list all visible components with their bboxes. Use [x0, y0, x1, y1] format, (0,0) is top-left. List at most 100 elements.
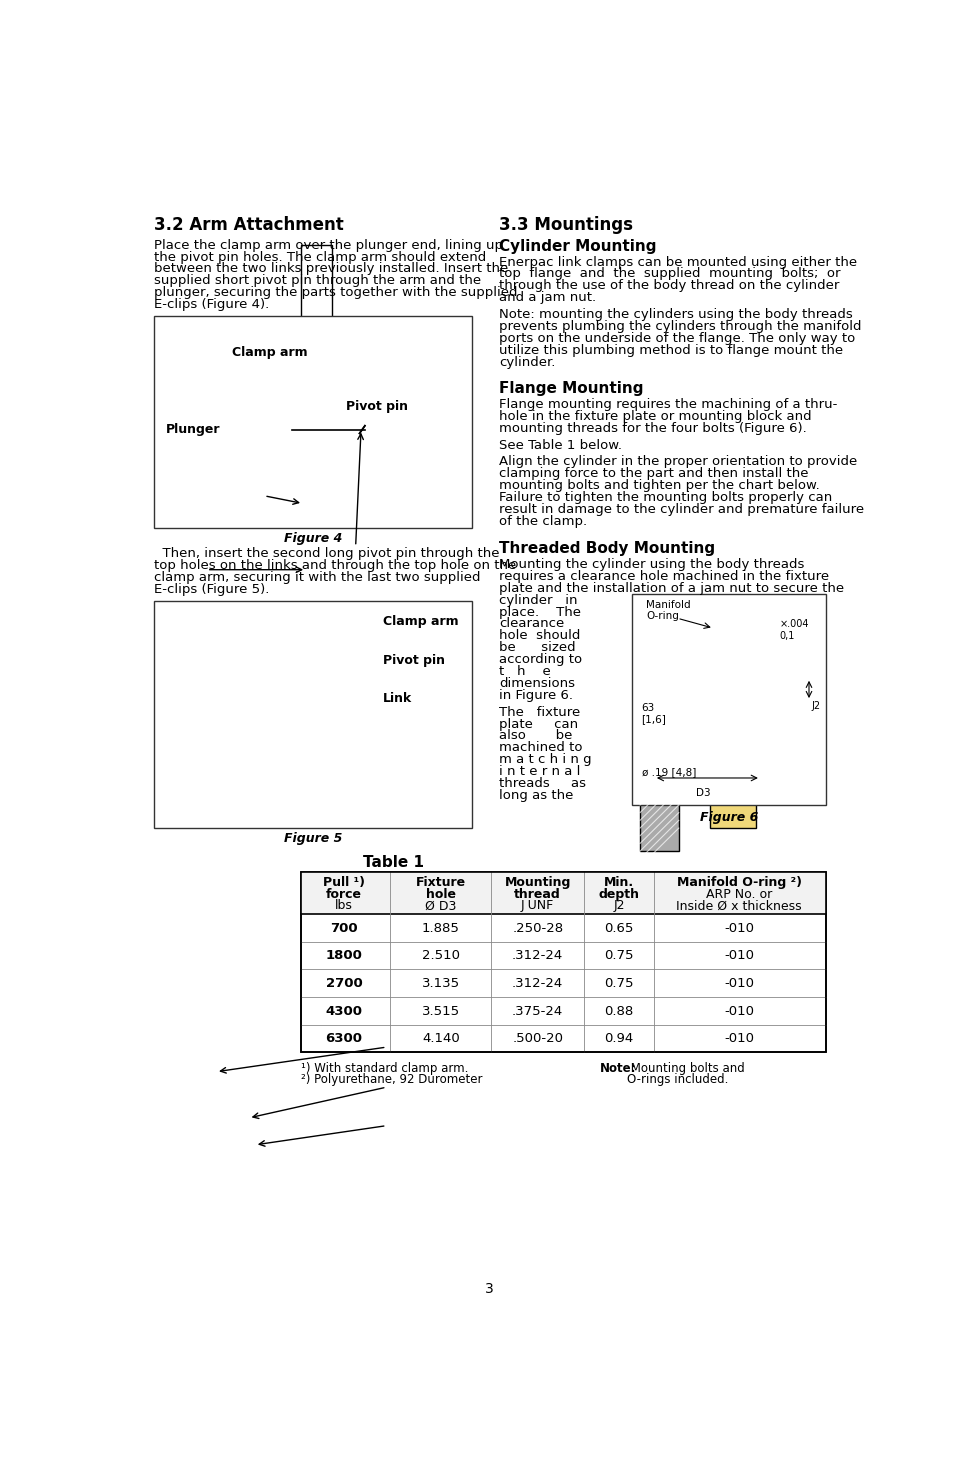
Bar: [154, 316, 472, 528]
Text: 0.88: 0.88: [604, 1004, 633, 1018]
Text: between the two links previously installed. Insert the: between the two links previously install…: [154, 263, 508, 276]
Text: top  flange  and  the  supplied  mounting  bolts;  or: top flange and the supplied mounting bol…: [498, 267, 840, 280]
Text: in Figure 6.: in Figure 6.: [498, 689, 573, 702]
Bar: [709, 678, 756, 827]
Text: -010: -010: [723, 922, 754, 935]
Bar: [301, 872, 825, 1053]
Text: 1800: 1800: [325, 950, 362, 962]
Text: Figure 4: Figure 4: [283, 532, 342, 544]
Text: top holes on the links and through the top hole on the: top holes on the links and through the t…: [154, 559, 516, 572]
Text: Flange Mounting: Flange Mounting: [498, 382, 643, 397]
Bar: [301, 872, 825, 914]
Text: Manifold
O-ring: Manifold O-ring: [645, 600, 690, 621]
Text: according to: according to: [498, 653, 581, 667]
Text: 3.2 Arm Attachment: 3.2 Arm Attachment: [154, 215, 343, 233]
Text: hole: hole: [425, 888, 456, 901]
Text: See Table 1 below.: See Table 1 below.: [498, 438, 621, 451]
Text: dimensions: dimensions: [498, 677, 575, 690]
Text: J2: J2: [810, 701, 820, 711]
Text: cylinder   in: cylinder in: [498, 593, 577, 606]
Text: hole in the fixture plate or mounting block and: hole in the fixture plate or mounting bl…: [498, 410, 811, 423]
Bar: [327, 407, 340, 425]
Text: 6300: 6300: [325, 1032, 362, 1046]
Text: ²) Polyurethane, 92 Durometer: ²) Polyurethane, 92 Durometer: [301, 1074, 482, 1086]
Text: i n t e r n a l: i n t e r n a l: [498, 766, 579, 779]
Bar: [632, 593, 825, 805]
Text: Pull ¹): Pull ¹): [323, 876, 365, 889]
Text: threads     as: threads as: [498, 777, 585, 791]
Text: result in damage to the cylinder and premature failure: result in damage to the cylinder and pre…: [498, 503, 863, 516]
Text: Failure to tighten the mounting bolts properly can: Failure to tighten the mounting bolts pr…: [498, 491, 831, 504]
Bar: [359, 425, 370, 434]
Text: machined to: machined to: [498, 742, 582, 754]
Text: Table 1: Table 1: [363, 855, 424, 870]
Text: Cylinder Mounting: Cylinder Mounting: [498, 239, 656, 254]
Text: plunger, securing the parts together with the supplied: plunger, securing the parts together wit…: [154, 286, 517, 299]
Text: 4300: 4300: [325, 1004, 362, 1018]
Text: 2.510: 2.510: [421, 950, 459, 962]
Text: J UNF: J UNF: [520, 900, 554, 912]
Text: Min.: Min.: [603, 876, 634, 889]
Bar: [775, 625, 812, 648]
Text: clamp arm, securing it with the last two supplied: clamp arm, securing it with the last two…: [154, 571, 480, 584]
Circle shape: [234, 664, 240, 670]
Text: cylinder.: cylinder.: [498, 355, 555, 369]
Text: requires a clearance hole machined in the fixture: requires a clearance hole machined in th…: [498, 569, 828, 583]
Text: 0.75: 0.75: [604, 950, 633, 962]
Text: clamping force to the part and then install the: clamping force to the part and then inst…: [498, 468, 807, 481]
Text: Mounting bolts and: Mounting bolts and: [626, 1062, 744, 1075]
Text: Manifold O-ring ²): Manifold O-ring ²): [676, 876, 801, 889]
Text: Mounting: Mounting: [504, 876, 570, 889]
Text: Clamp arm: Clamp arm: [382, 615, 457, 628]
Text: D3: D3: [696, 788, 710, 798]
Text: E-clips (Figure 5).: E-clips (Figure 5).: [154, 583, 269, 596]
Text: 0.75: 0.75: [604, 976, 633, 990]
Bar: [694, 678, 771, 701]
Text: thread: thread: [514, 888, 560, 901]
Bar: [654, 655, 818, 789]
Text: Flange mounting requires the machining of a thru-: Flange mounting requires the machining o…: [498, 398, 837, 412]
Text: mounting threads for the four bolts (Figure 6).: mounting threads for the four bolts (Fig…: [498, 422, 806, 435]
Text: depth: depth: [598, 888, 639, 901]
Text: be      sized: be sized: [498, 642, 575, 655]
Text: ARP No. or: ARP No. or: [705, 888, 772, 901]
Text: Figure 6: Figure 6: [700, 811, 758, 825]
Text: E-clips (Figure 4).: E-clips (Figure 4).: [154, 298, 269, 311]
Text: Inside Ø x thickness: Inside Ø x thickness: [676, 900, 801, 912]
Text: -010: -010: [723, 1004, 754, 1018]
Text: 0.94: 0.94: [604, 1032, 633, 1046]
Text: Threaded Body Mounting: Threaded Body Mounting: [498, 541, 715, 556]
Text: Then, insert the second long pivot pin through the: Then, insert the second long pivot pin t…: [154, 547, 499, 560]
Text: -010: -010: [723, 950, 754, 962]
Text: 4.140: 4.140: [421, 1032, 459, 1046]
Polygon shape: [220, 677, 266, 749]
Bar: [284, 441, 349, 468]
Text: Note: mounting the cylinders using the body threads: Note: mounting the cylinders using the b…: [498, 308, 852, 322]
Text: lbs: lbs: [335, 900, 353, 912]
Text: 3.3 Mountings: 3.3 Mountings: [498, 215, 633, 233]
Text: t   h    e: t h e: [498, 665, 550, 678]
Bar: [301, 245, 332, 344]
Text: and a jam nut.: and a jam nut.: [498, 292, 596, 304]
Polygon shape: [247, 677, 294, 749]
Text: plate and the installation of a jam nut to secure the: plate and the installation of a jam nut …: [498, 581, 843, 594]
Text: Plunger: Plunger: [166, 423, 220, 435]
Text: ¹) With standard clamp arm.: ¹) With standard clamp arm.: [301, 1062, 468, 1075]
Text: mounting bolts and tighten per the chart below.: mounting bolts and tighten per the chart…: [498, 479, 819, 493]
Text: 3: 3: [484, 1282, 493, 1297]
Text: Place the clamp arm over the plunger end, lining up: Place the clamp arm over the plunger end…: [154, 239, 502, 252]
Text: through the use of the body thread on the cylinder: through the use of the body thread on th…: [498, 279, 839, 292]
Text: place.    The: place. The: [498, 606, 580, 618]
Bar: [698, 650, 720, 678]
Polygon shape: [208, 770, 305, 817]
Circle shape: [711, 661, 716, 665]
Text: 2700: 2700: [325, 976, 362, 990]
Text: long as the: long as the: [498, 789, 573, 802]
Bar: [639, 655, 679, 851]
Text: .312-24: .312-24: [512, 950, 563, 962]
Text: .375-24: .375-24: [512, 1004, 563, 1018]
Polygon shape: [202, 612, 253, 683]
Text: hole  should: hole should: [498, 630, 579, 643]
Bar: [294, 407, 307, 425]
Text: plate     can: plate can: [498, 717, 578, 730]
